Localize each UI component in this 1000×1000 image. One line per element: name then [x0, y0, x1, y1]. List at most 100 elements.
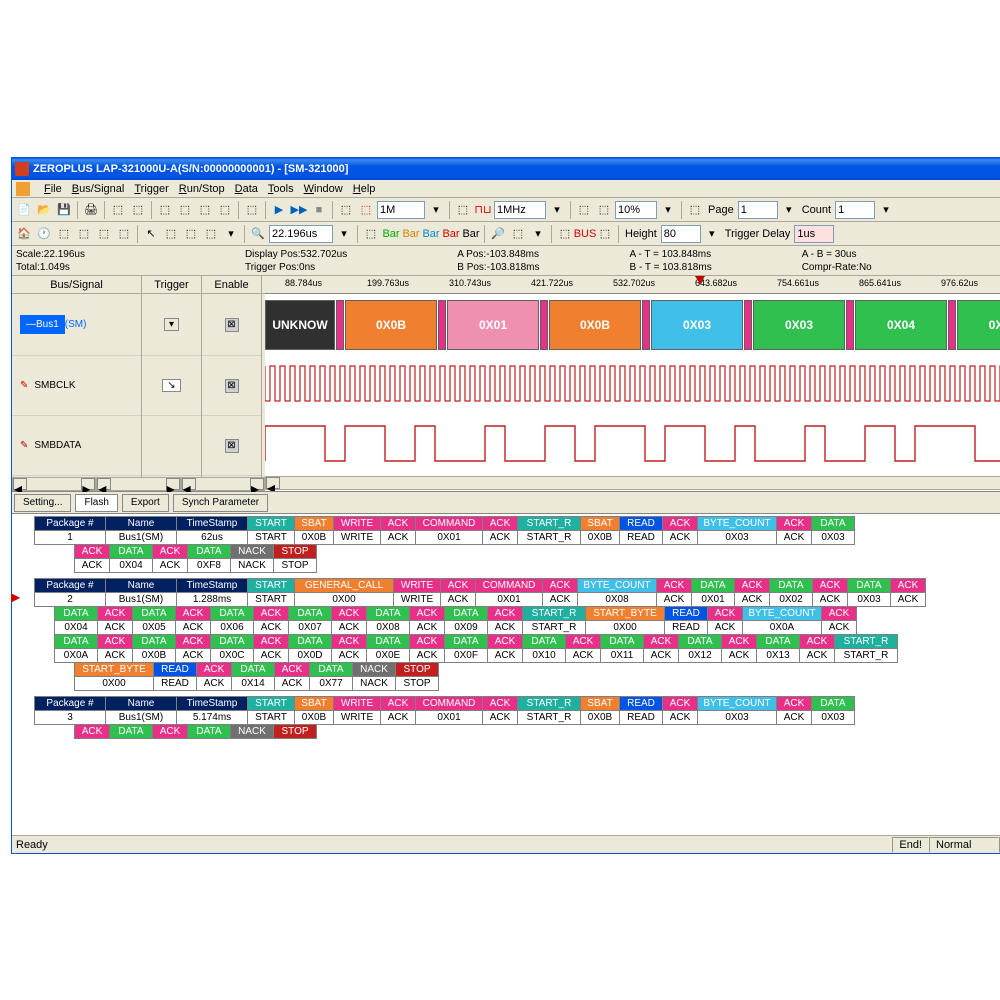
pkg-data-cell[interactable]: ACK [734, 592, 770, 607]
pkg-data-cell[interactable]: 0X77 [309, 676, 353, 691]
bus-segment[interactable]: 0X03 [651, 300, 743, 350]
pkg-data-cell[interactable]: ACK [656, 592, 692, 607]
pkg-data-cell[interactable]: WRITE [333, 530, 381, 545]
pkg-data-cell[interactable]: 0X12 [678, 648, 722, 663]
pkg-data-cell[interactable]: ACK [662, 530, 698, 545]
bar-icon[interactable]: Bar [462, 225, 480, 243]
pkg-data-cell[interactable]: 0X05 [132, 620, 176, 635]
bus-segment[interactable]: 0X0B [345, 300, 437, 350]
pkg-data-cell[interactable]: 0X01 [415, 710, 483, 725]
pkg-data-cell[interactable]: ACK [274, 676, 310, 691]
menu-run/stop[interactable]: Run/Stop [179, 183, 225, 195]
pkg-data-cell[interactable]: ACK [175, 648, 211, 663]
scrollbar[interactable]: ◂▸ [181, 477, 265, 491]
pkg-data-cell[interactable]: ACK [482, 530, 518, 545]
pkg-data-cell[interactable]: 0X00 [74, 676, 154, 691]
pkg-data-cell[interactable]: ACK [175, 620, 211, 635]
bar-icon[interactable]: ⬚ [362, 225, 380, 243]
enable-cell[interactable]: ⊠ [202, 416, 261, 476]
bus-segment[interactable]: 0X04 [855, 300, 947, 350]
pkg-data-cell[interactable]: ACK [196, 676, 232, 691]
pkg-data-cell[interactable]: WRITE [393, 592, 441, 607]
tool-icon[interactable]: ⬚ [575, 201, 593, 219]
pkg-data-cell[interactable]: READ [619, 710, 663, 725]
pkg-data-cell[interactable]: START [247, 530, 295, 545]
pkg-data-cell[interactable]: ACK [331, 648, 367, 663]
signal-name[interactable]: ✎ SMBDATA [12, 416, 141, 476]
pkg-data-cell[interactable]: START_R [834, 648, 898, 663]
signal-name[interactable]: ✎ SMBCLK [12, 356, 141, 416]
pkg-data-cell[interactable]: ACK [821, 620, 857, 635]
pkg-data-cell[interactable]: ACK [487, 648, 523, 663]
pkg-data-cell[interactable]: STOP [273, 558, 317, 573]
new-icon[interactable]: 📄 [15, 201, 33, 219]
pkg-data-cell[interactable]: ACK [662, 710, 698, 725]
pkg-data-cell[interactable]: 62us [176, 530, 248, 545]
menu-file[interactable]: File [44, 183, 62, 195]
pkg-data-cell[interactable]: 0X06 [210, 620, 254, 635]
pkg-data-cell[interactable]: START_R [517, 530, 581, 545]
tool-icon[interactable]: ⬚ [75, 225, 93, 243]
pkg-data-cell[interactable]: 0X01 [691, 592, 735, 607]
pkg-data-cell[interactable]: ACK [812, 592, 848, 607]
trigdelay-input[interactable] [794, 225, 834, 243]
tool-icon[interactable]: ⬚ [109, 201, 127, 219]
tool-icon[interactable]: ⬚ [176, 201, 194, 219]
wave-display[interactable]: 88.784us199.763us310.743us421.722us532.7… [265, 276, 1000, 491]
pkg-data-cell[interactable]: ACK [487, 620, 523, 635]
tool-icon[interactable]: ⬚ [196, 201, 214, 219]
bus-segment[interactable]: 0X0B [549, 300, 641, 350]
stop-icon[interactable]: ■ [310, 201, 328, 219]
pkg-data-cell[interactable]: 0X04 [109, 558, 153, 573]
pkg-data-cell[interactable]: 0X0B [294, 710, 334, 725]
pkg-data-cell[interactable]: ACK [799, 648, 835, 663]
wave-scrollbar[interactable]: ◂▸ [265, 476, 1000, 490]
pkg-data-cell[interactable]: NACK [230, 558, 274, 573]
pkg-data-cell[interactable]: 0X03 [811, 710, 855, 725]
pkg-data-cell[interactable]: 5.174ms [176, 710, 248, 725]
search-icon[interactable]: 🔎 [489, 225, 507, 243]
pkg-data-cell[interactable]: ACK [643, 648, 679, 663]
titlebar[interactable]: ZEROPLUS LAP-321000U-A(S/N:00000000001) … [12, 158, 1000, 180]
tool-icon[interactable]: ⬚ [55, 225, 73, 243]
pkg-data-cell[interactable]: 0X10 [522, 648, 566, 663]
memory-depth-input[interactable] [377, 201, 425, 219]
pkg-data-cell[interactable]: ACK [253, 620, 289, 635]
time-input[interactable] [269, 225, 333, 243]
tool-icon[interactable]: ⬚ [595, 201, 613, 219]
pkg-data-cell[interactable]: 0X00 [294, 592, 394, 607]
pkg-data-cell[interactable]: WRITE [333, 710, 381, 725]
pkg-data-cell[interactable]: 0X01 [415, 530, 483, 545]
tool-icon[interactable]: ⬚ [243, 201, 261, 219]
pkg-data-cell[interactable]: 0X0B [294, 530, 334, 545]
tab-setting[interactable]: Setting... [14, 494, 71, 512]
save-icon[interactable]: 💾 [55, 201, 73, 219]
trigger-cell[interactable]: ▾ [142, 294, 201, 356]
pkg-data-cell[interactable]: 0X03 [697, 710, 777, 725]
pkg-data-cell[interactable]: Bus1(SM) [105, 710, 177, 725]
pkg-data-cell[interactable]: ACK [152, 558, 188, 573]
pkg-data-cell[interactable]: 0X02 [769, 592, 813, 607]
page-input[interactable] [738, 201, 778, 219]
tab-flash[interactable]: Flash [75, 494, 117, 512]
tool-icon[interactable]: ⬚ [454, 201, 472, 219]
pkg-data-cell[interactable]: 0X13 [756, 648, 800, 663]
pkg-data-cell[interactable]: START_R [522, 620, 586, 635]
pkg-data-cell[interactable]: ACK [409, 620, 445, 635]
trigger-cell[interactable]: ↘ [142, 356, 201, 416]
tool-icon[interactable]: ⬚ [115, 225, 133, 243]
pkg-data-cell[interactable]: READ [664, 620, 708, 635]
scrollbar[interactable]: ◂▸ [96, 477, 180, 491]
zoom-icon[interactable]: 🔍 [249, 225, 267, 243]
enable-header[interactable]: Enable [202, 276, 262, 293]
bus-segment[interactable]: 0XF8 [957, 300, 1000, 350]
pkg-data-cell[interactable]: 0X00 [585, 620, 665, 635]
pkg-data-cell[interactable]: ACK [482, 710, 518, 725]
tool-icon[interactable]: ⬚ [556, 225, 574, 243]
menu-data[interactable]: Data [235, 183, 258, 195]
bus-segment[interactable]: 0X03 [753, 300, 845, 350]
pkg-data-cell[interactable]: 0X04 [54, 620, 98, 635]
tool-icon[interactable]: ⬚ [182, 225, 200, 243]
pkg-data-cell[interactable]: ACK [707, 620, 743, 635]
menu-help[interactable]: Help [353, 183, 376, 195]
